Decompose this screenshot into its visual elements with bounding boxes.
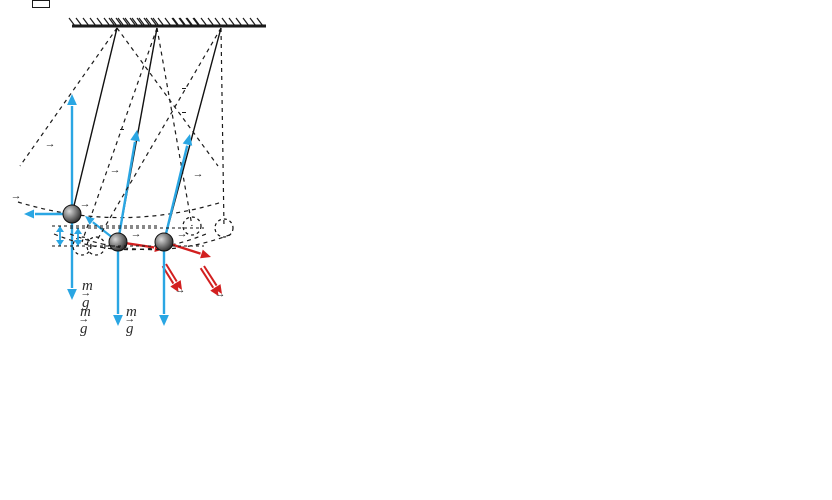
panel-4-decelerating: mg (22, 0, 44, 400)
panel-3-equilibrium: mg (0, 0, 22, 400)
panel-5-max-deviation: mg (44, 0, 66, 400)
figure-20-2: mg (0, 0, 832, 412)
panel-row: mg (0, 0, 832, 400)
figure-caption (0, 400, 832, 412)
gravity-label: mg (126, 304, 137, 338)
time-box (32, 0, 50, 8)
panel-5-svg (56, 16, 286, 332)
